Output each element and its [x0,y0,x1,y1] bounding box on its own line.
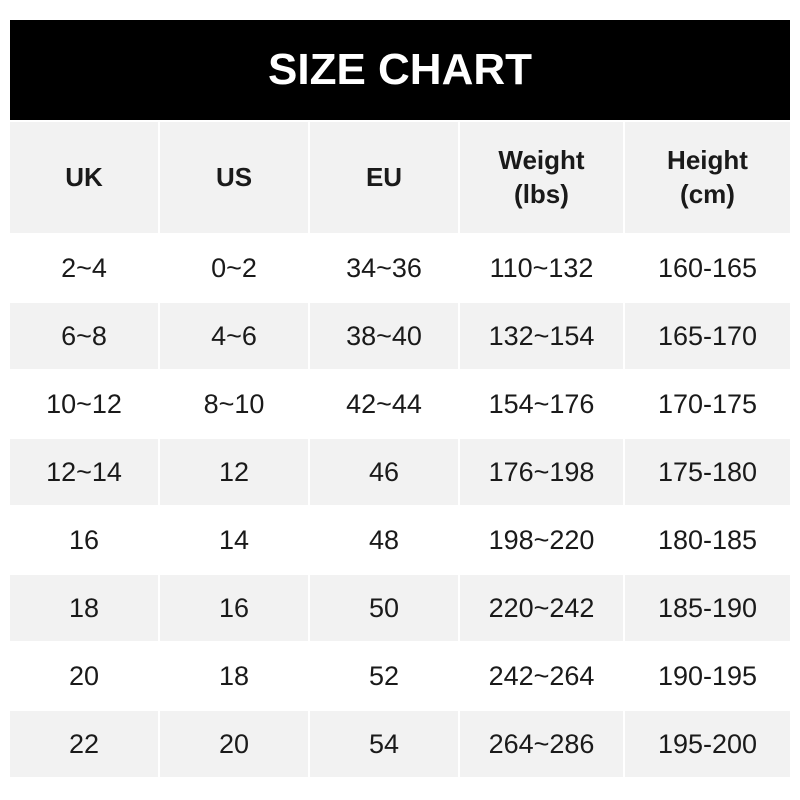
cell-eu: 50 [310,575,458,641]
cell-uk: 22 [10,711,158,777]
cell-weight: 132~154 [460,303,623,369]
cell-eu: 42~44 [346,388,422,419]
cell-eu: 54 [310,711,458,777]
cell-uk: 2~4 [61,252,107,283]
cell-weight: 242~264 [488,660,595,691]
cell-height: 175-180 [625,439,790,505]
cell-eu: 48 [368,524,400,555]
cell-height: 170-175 [657,388,758,419]
cell-weight: 176~198 [460,439,623,505]
header-eu: EU [310,122,458,233]
cell-weight: 220~242 [460,575,623,641]
cell-eu: 34~36 [346,252,422,283]
header-height: Height (cm) [625,122,790,233]
cell-us: 8~10 [203,388,265,419]
header-us: US [160,122,308,233]
cell-weight: 198~220 [488,524,595,555]
size-chart-title: SIZE CHART [10,20,790,120]
cell-us: 18 [218,660,250,691]
cell-us: 16 [160,575,308,641]
cell-us: 14 [218,524,250,555]
cell-height: 165-170 [625,303,790,369]
cell-uk: 20 [68,660,100,691]
cell-height: 190-195 [657,660,758,691]
cell-uk: 6~8 [10,303,158,369]
cell-uk: 10~12 [46,388,122,419]
cell-uk: 18 [10,575,158,641]
cell-weight: 264~286 [460,711,623,777]
cell-eu: 38~40 [310,303,458,369]
size-table: UK US EU Weight (lbs) Height (cm) 2~4 0~2 34~36… [10,122,790,777]
cell-uk: 12~14 [10,439,158,505]
cell-us: 20 [160,711,308,777]
cell-eu: 52 [368,660,400,691]
cell-us: 0~2 [211,252,257,283]
header-uk: UK [10,122,158,233]
header-weight: Weight (lbs) [460,122,623,233]
cell-weight: 110~132 [489,252,594,283]
cell-height: 160-165 [657,252,758,283]
cell-uk: 16 [68,524,100,555]
cell-weight: 154~176 [488,388,595,419]
cell-height: 180-185 [657,524,758,555]
cell-height: 185-190 [625,575,790,641]
cell-eu: 46 [310,439,458,505]
cell-us: 4~6 [160,303,308,369]
cell-height: 195-200 [625,711,790,777]
cell-us: 12 [160,439,308,505]
